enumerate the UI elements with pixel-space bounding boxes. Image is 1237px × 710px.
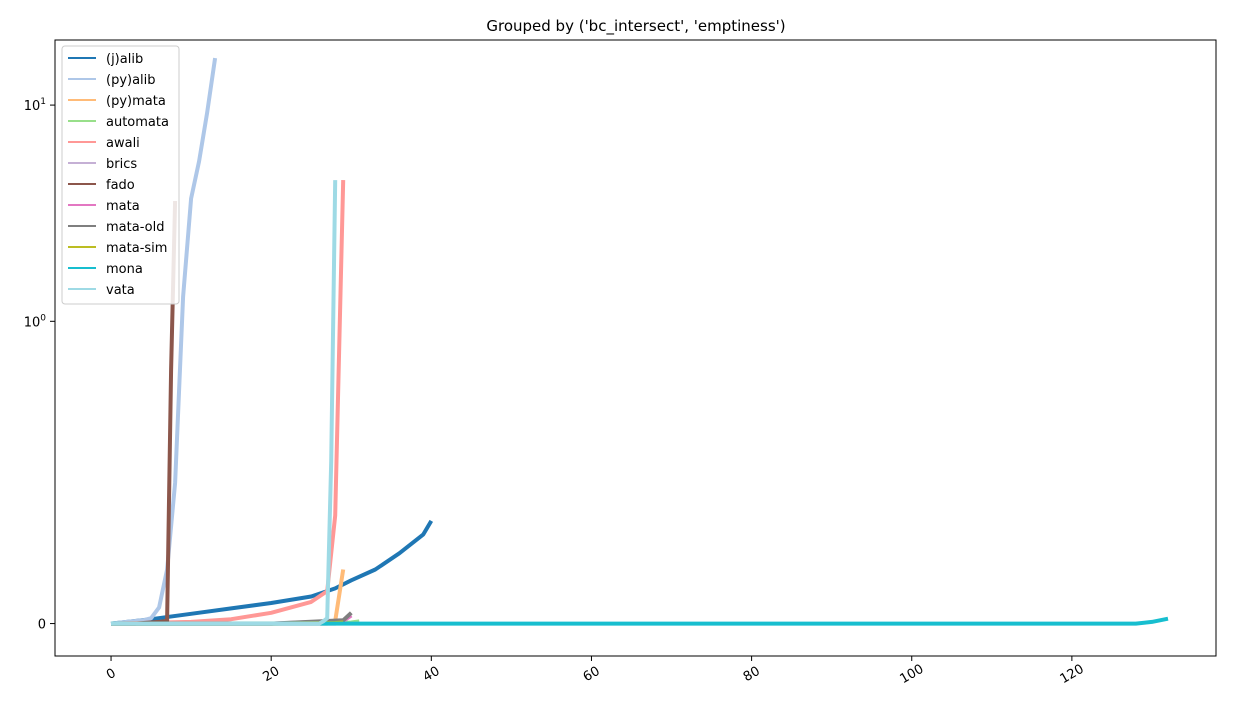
legend: (j)alib (py)alib (py)mata automata awali bric…: [61, 45, 180, 305]
legend-label-7: mata: [106, 199, 140, 214]
y-tick-label-2: 101: [24, 97, 46, 114]
legend-label-10: mona: [106, 262, 143, 277]
legend-label-8: mata-old: [106, 220, 164, 235]
legend-label-1: (py)alib: [106, 73, 156, 88]
x-tick-label-2: 40: [421, 664, 443, 685]
legend-label-4: awali: [106, 136, 140, 151]
plot-frame: [54, 39, 1217, 657]
series-layer: [110, 57, 1169, 626]
y-tick-label-0: 0: [38, 618, 46, 633]
y-axis: 0 100 101: [24, 97, 55, 633]
series-line-11: [111, 180, 338, 626]
legend-label-9: mata-sim: [106, 241, 167, 256]
legend-box: [61, 45, 180, 305]
x-tick-label-1: 20: [261, 664, 283, 685]
x-tick-label-4: 80: [741, 664, 763, 685]
legend-label-11: vata: [106, 283, 135, 298]
legend-label-6: fado: [106, 178, 135, 193]
plot-area: [55, 40, 1216, 656]
legend-label-5: brics: [106, 157, 137, 172]
chart-title: Grouped by ('bc_intersect', 'emptiness'): [486, 17, 785, 36]
legend-label-2: (py)mata: [106, 94, 166, 109]
series-line-10: [111, 616, 1169, 626]
series-line-1: [110, 57, 218, 626]
legend-label-3: automata: [106, 115, 169, 130]
y-tick-label-1: 100: [24, 313, 47, 330]
legend-label-0: (j)alib: [106, 52, 143, 67]
x-tick-label-3: 60: [581, 664, 603, 685]
series-line-4: [110, 180, 346, 626]
